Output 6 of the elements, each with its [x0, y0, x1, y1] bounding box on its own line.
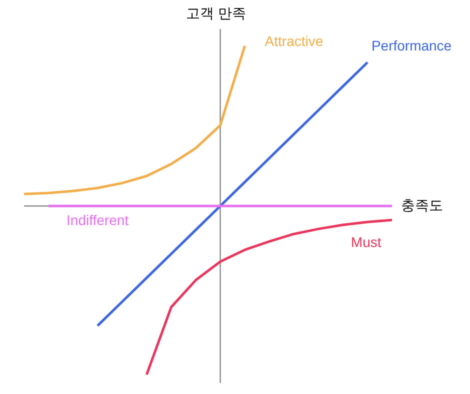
series-label: Attractive: [264, 32, 324, 49]
series-label: Performance: [371, 37, 452, 54]
y-axis-title: 고객 만족: [185, 5, 247, 23]
x-axis-title: 충족도: [401, 197, 443, 215]
series-label: Indifferent: [66, 212, 129, 228]
series-label: Must: [350, 234, 382, 250]
